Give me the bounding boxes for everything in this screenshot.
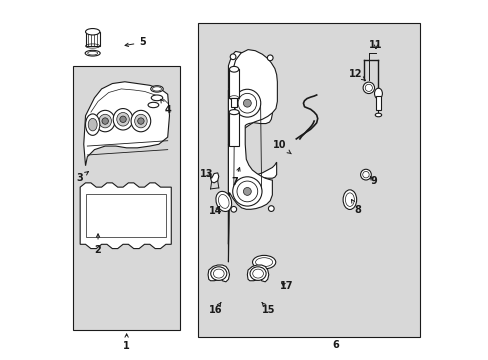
Text: 1: 1: [123, 334, 130, 351]
Ellipse shape: [120, 116, 126, 122]
Bar: [85, 194, 165, 237]
Text: 13: 13: [200, 168, 213, 179]
Ellipse shape: [210, 267, 226, 280]
Text: 12: 12: [348, 68, 365, 80]
Bar: [229, 112, 239, 146]
Ellipse shape: [374, 113, 381, 117]
Bar: [198, 23, 419, 337]
Ellipse shape: [243, 188, 251, 195]
Ellipse shape: [267, 55, 272, 61]
Ellipse shape: [252, 255, 275, 269]
Text: 6: 6: [331, 340, 338, 350]
Ellipse shape: [134, 114, 147, 128]
Ellipse shape: [215, 192, 231, 212]
Ellipse shape: [243, 99, 251, 107]
Bar: [375, 96, 381, 111]
Ellipse shape: [343, 190, 356, 210]
Polygon shape: [80, 183, 171, 249]
Ellipse shape: [99, 114, 111, 128]
Ellipse shape: [88, 118, 97, 131]
Polygon shape: [85, 32, 100, 46]
Ellipse shape: [233, 89, 260, 117]
Ellipse shape: [95, 111, 115, 132]
Bar: [73, 66, 180, 330]
Polygon shape: [83, 82, 169, 166]
Text: 14: 14: [208, 206, 222, 216]
Ellipse shape: [249, 267, 265, 280]
Polygon shape: [228, 91, 272, 152]
Ellipse shape: [148, 102, 159, 108]
Polygon shape: [228, 51, 269, 121]
Bar: [229, 69, 238, 98]
Ellipse shape: [374, 88, 382, 99]
Ellipse shape: [151, 95, 163, 101]
Ellipse shape: [102, 118, 108, 124]
Ellipse shape: [360, 169, 370, 180]
Bar: [231, 98, 237, 107]
Polygon shape: [210, 173, 218, 183]
Ellipse shape: [232, 177, 262, 206]
Ellipse shape: [138, 118, 144, 124]
Text: 2: 2: [95, 234, 101, 255]
Text: 11: 11: [368, 40, 382, 50]
Ellipse shape: [229, 110, 239, 114]
Text: 4: 4: [161, 99, 171, 115]
Polygon shape: [247, 265, 268, 282]
Polygon shape: [228, 144, 276, 244]
Ellipse shape: [230, 54, 235, 60]
Text: 15: 15: [262, 302, 275, 315]
Ellipse shape: [268, 206, 274, 211]
Text: 7: 7: [231, 167, 240, 187]
Ellipse shape: [131, 111, 150, 132]
Text: 3: 3: [76, 172, 88, 183]
Ellipse shape: [113, 109, 133, 130]
Ellipse shape: [229, 66, 238, 72]
Polygon shape: [228, 50, 277, 262]
Text: 9: 9: [369, 176, 376, 186]
Ellipse shape: [85, 114, 100, 135]
Text: 17: 17: [279, 282, 293, 292]
Text: 8: 8: [351, 199, 361, 215]
Ellipse shape: [363, 82, 374, 94]
Ellipse shape: [85, 50, 100, 56]
Text: 10: 10: [272, 140, 291, 154]
Text: 16: 16: [208, 302, 222, 315]
Ellipse shape: [85, 28, 100, 35]
Ellipse shape: [117, 112, 129, 126]
Ellipse shape: [150, 86, 163, 92]
Ellipse shape: [230, 206, 236, 212]
Text: 5: 5: [125, 37, 146, 48]
Polygon shape: [207, 265, 229, 282]
